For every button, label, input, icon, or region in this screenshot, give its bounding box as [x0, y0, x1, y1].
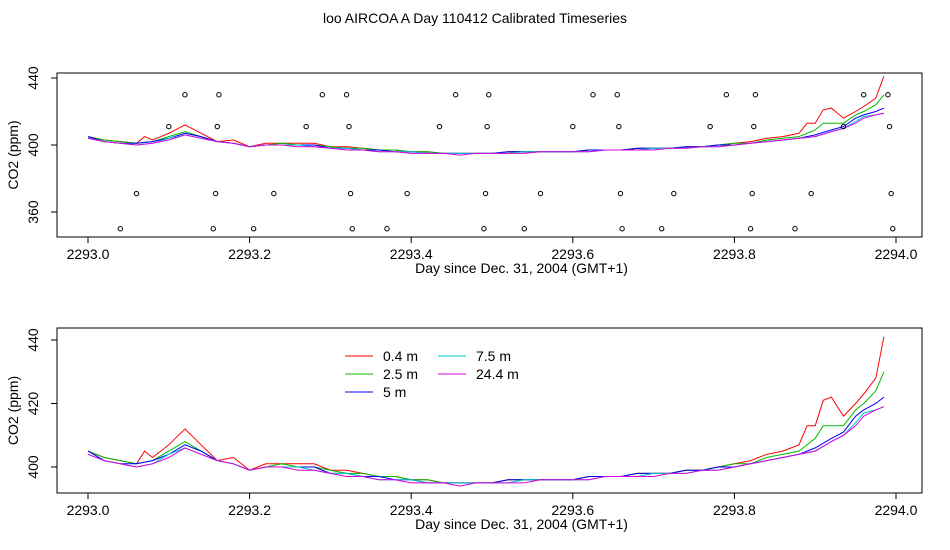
- y-tick-label: 400: [25, 133, 41, 157]
- plot-frame: [56, 327, 923, 494]
- scatter-point: [617, 190, 624, 197]
- x-axis-label: Day since Dec. 31, 2004 (GMT+1): [415, 260, 628, 276]
- plot-frame: [56, 72, 923, 238]
- scatter-point: [886, 123, 893, 130]
- scatter-point: [537, 190, 544, 197]
- scatter-point: [619, 226, 625, 232]
- scatter-point: [216, 92, 222, 98]
- x-tick-label: 2294.0: [875, 502, 918, 518]
- scatter-point: [792, 226, 798, 232]
- scatter-point: [723, 92, 730, 98]
- scatter-point: [404, 190, 410, 197]
- series-line-24-4-m: [87, 406, 885, 487]
- scatter-point: [570, 123, 576, 130]
- scatter-point: [658, 226, 665, 232]
- scatter-point: [343, 92, 350, 98]
- scatter-point: [747, 226, 754, 232]
- scatter-point: [303, 123, 309, 130]
- series-line-5-m: [87, 107, 885, 154]
- x-tick-label: 2293.6: [551, 246, 594, 262]
- scatter-point: [346, 123, 352, 130]
- legend-label: 7.5 m: [476, 348, 511, 364]
- y-axis-label: CO2 (ppm): [5, 376, 21, 445]
- scatter-point: [671, 190, 677, 197]
- scatter-point: [250, 226, 257, 232]
- scatter-point: [890, 226, 896, 232]
- scatter-point: [182, 92, 188, 98]
- scatter-point: [212, 190, 219, 197]
- scatter-point: [808, 190, 814, 197]
- x-axis-label: Day since Dec. 31, 2004 (GMT+1): [415, 516, 628, 532]
- scatter-point: [349, 226, 355, 232]
- x-tick-label: 2293.6: [551, 502, 594, 518]
- scatter-point: [481, 226, 487, 232]
- scatter-point: [484, 123, 490, 130]
- x-tick-label: 2293.8: [713, 502, 756, 518]
- legend-label: 0.4 m: [383, 348, 418, 364]
- chart-panel-1: 2293.0 2293.2 2293.4 2293.6 2293.8 2294.0 360 4…: [5, 66, 923, 276]
- y-tick-label: 440: [25, 66, 41, 90]
- legend-label: 5 m: [383, 384, 406, 400]
- scatter-point: [436, 123, 443, 130]
- scatter-point: [347, 190, 354, 197]
- page-title: loo AIRCOA A Day 110412 Calibrated Times…: [322, 10, 627, 26]
- series-line-7-5-m: [87, 112, 885, 154]
- scatter-point: [117, 226, 124, 232]
- scatter-point: [319, 92, 326, 98]
- x-tick-label: 2294.0: [875, 246, 918, 262]
- x-tick-label: 2293.2: [228, 246, 271, 262]
- scatter-point: [888, 190, 894, 197]
- y-tick-label: 420: [25, 392, 41, 416]
- series-line-2-5-m: [87, 94, 885, 154]
- x-tick-label: 2293.4: [390, 502, 433, 518]
- x-tick-label: 2293.0: [67, 502, 110, 518]
- chart-panel-2: 2293.0 2293.2 2293.4 2293.6 2293.8 2294.0 400 4…: [5, 327, 923, 532]
- series-line-5-m: [87, 396, 885, 484]
- scatter-point: [210, 226, 216, 232]
- scatter-point: [590, 92, 596, 98]
- scatter-point: [616, 123, 622, 130]
- x-tick-label: 2293.0: [67, 246, 110, 262]
- scatter-point: [133, 190, 140, 197]
- x-tick-label: 2293.4: [390, 246, 433, 262]
- scatter-point: [452, 92, 459, 98]
- y-axis-label: CO2 (ppm): [5, 120, 21, 189]
- scatter-point: [271, 190, 277, 197]
- y-tick-label: 360: [25, 200, 41, 224]
- x-tick-label: 2293.8: [713, 246, 756, 262]
- scatter-point: [614, 92, 620, 98]
- scatter-point: [707, 123, 713, 130]
- y-tick-label: 440: [25, 328, 41, 352]
- scatter-point: [214, 123, 220, 130]
- x-tick-label: 2293.2: [228, 502, 271, 518]
- series-line-24-4-m: [87, 112, 885, 156]
- scatter-point: [860, 92, 867, 98]
- y-tick-label: 400: [25, 455, 41, 479]
- scatter-point: [384, 226, 390, 232]
- scatter-point: [486, 92, 492, 98]
- scatter-point: [166, 123, 172, 130]
- scatter-point: [751, 123, 757, 130]
- scatter-point: [749, 190, 755, 197]
- scatter-point: [885, 92, 891, 98]
- scatter-point: [752, 92, 759, 98]
- series-line-2-5-m: [87, 371, 885, 484]
- legend-label: 2.5 m: [383, 366, 418, 382]
- scatter-point: [840, 123, 847, 130]
- scatter-point: [521, 226, 528, 232]
- legend-label: 24.4 m: [476, 366, 519, 382]
- series-line-7-5-m: [87, 406, 885, 484]
- scatter-point: [482, 190, 489, 197]
